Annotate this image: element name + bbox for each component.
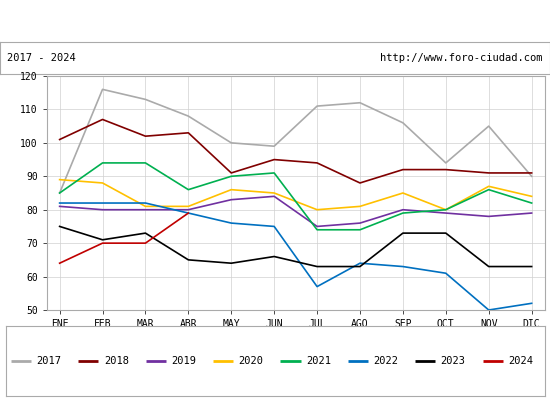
Text: 2018: 2018 bbox=[104, 356, 129, 366]
Text: 2017: 2017 bbox=[36, 356, 62, 366]
Text: 2020: 2020 bbox=[239, 356, 263, 366]
Text: 2024: 2024 bbox=[508, 356, 533, 366]
Text: 2023: 2023 bbox=[441, 356, 466, 366]
Text: Evolucion del paro registrado en Valdefuentes: Evolucion del paro registrado en Valdefu… bbox=[78, 14, 472, 28]
Text: 2021: 2021 bbox=[306, 356, 331, 366]
Text: 2022: 2022 bbox=[373, 356, 398, 366]
Text: http://www.foro-ciudad.com: http://www.foro-ciudad.com bbox=[381, 53, 543, 63]
Text: 2019: 2019 bbox=[171, 356, 196, 366]
Text: 2017 - 2024: 2017 - 2024 bbox=[7, 53, 76, 63]
